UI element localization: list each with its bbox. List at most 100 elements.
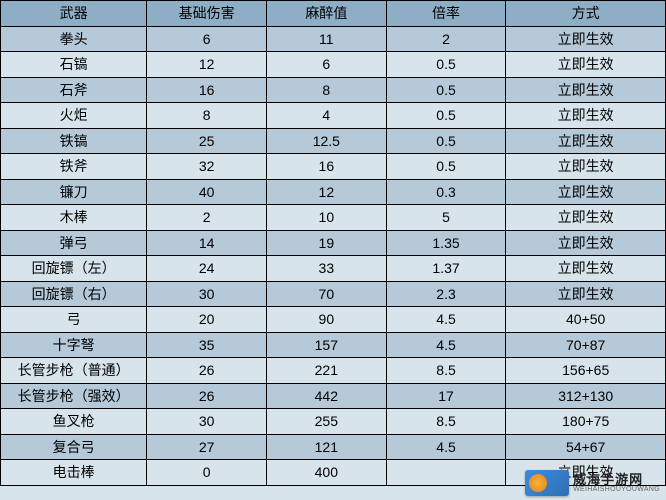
col-header-weapon: 武器 — [1, 1, 147, 27]
table-cell: 2.3 — [386, 281, 506, 307]
table-row: 镰刀40120.3立即生效 — [1, 179, 666, 205]
table-cell: 19 — [266, 230, 386, 256]
table-cell: 立即生效 — [506, 77, 666, 103]
header-row: 武器 基础伤害 麻醉值 倍率 方式 — [1, 1, 666, 27]
table-cell: 铁镐 — [1, 128, 147, 154]
table-cell: 立即生效 — [506, 179, 666, 205]
table-cell: 25 — [147, 128, 267, 154]
table-cell: 8 — [147, 103, 267, 129]
table-cell: 70 — [266, 281, 386, 307]
table-cell: 回旋镖（右） — [1, 281, 147, 307]
table-cell: 255 — [266, 409, 386, 435]
table-cell: 90 — [266, 307, 386, 333]
table-cell: 立即生效 — [506, 256, 666, 282]
table-cell: 0.5 — [386, 77, 506, 103]
table-cell: 8.5 — [386, 358, 506, 384]
table-cell: 电击棒 — [1, 460, 147, 486]
watermark-en: WEIHAISHOUYOUWANG — [573, 486, 660, 493]
table-cell: 火炬 — [1, 103, 147, 129]
table-cell: 0.3 — [386, 179, 506, 205]
table-cell: 2 — [386, 26, 506, 52]
table-cell: 26 — [147, 383, 267, 409]
table-cell: 157 — [266, 332, 386, 358]
col-header-base-damage: 基础伤害 — [147, 1, 267, 27]
table-cell: 400 — [266, 460, 386, 486]
table-cell: 17 — [386, 383, 506, 409]
table-cell: 立即生效 — [506, 26, 666, 52]
table-row: 铁镐2512.50.5立即生效 — [1, 128, 666, 154]
table-cell: 长管步枪（强效） — [1, 383, 147, 409]
table-cell: 木棒 — [1, 205, 147, 231]
table-cell: 5 — [386, 205, 506, 231]
table-row: 铁斧32160.5立即生效 — [1, 154, 666, 180]
table-cell: 十字弩 — [1, 332, 147, 358]
table-cell: 156+65 — [506, 358, 666, 384]
table-cell: 铁斧 — [1, 154, 147, 180]
table-cell: 20 — [147, 307, 267, 333]
table-row: 长管步枪（普通）262218.5156+65 — [1, 358, 666, 384]
table-cell: 442 — [266, 383, 386, 409]
table-row: 石镐1260.5立即生效 — [1, 52, 666, 78]
table-cell: 长管步枪（普通） — [1, 358, 147, 384]
table-cell: 镰刀 — [1, 179, 147, 205]
table-cell: 54+67 — [506, 434, 666, 460]
table-cell: 30 — [147, 409, 267, 435]
table-row: 长管步枪（强效）2644217312+130 — [1, 383, 666, 409]
table-cell: 回旋镖（左） — [1, 256, 147, 282]
table-cell: 立即生效 — [506, 154, 666, 180]
table-row: 电击棒0400 立即生效 — [1, 460, 666, 486]
table-cell: 24 — [147, 256, 267, 282]
table-row: 回旋镖（右）30702.3立即生效 — [1, 281, 666, 307]
col-header-mode: 方式 — [506, 1, 666, 27]
table-cell: 6 — [266, 52, 386, 78]
table-cell: 4.5 — [386, 332, 506, 358]
table-cell: 26 — [147, 358, 267, 384]
table-row: 十字弩351574.570+87 — [1, 332, 666, 358]
table-row: 弓20904.540+50 — [1, 307, 666, 333]
table-cell: 40 — [147, 179, 267, 205]
table-cell: 312+130 — [506, 383, 666, 409]
table-cell: 拳头 — [1, 26, 147, 52]
table-cell: 12 — [266, 179, 386, 205]
table-cell: 12 — [147, 52, 267, 78]
table-row: 火炬840.5立即生效 — [1, 103, 666, 129]
table-cell: 立即生效 — [506, 52, 666, 78]
table-cell: 立即生效 — [506, 103, 666, 129]
table-cell: 1.37 — [386, 256, 506, 282]
table-cell: 立即生效 — [506, 460, 666, 486]
table-row: 复合弓271214.554+67 — [1, 434, 666, 460]
table-cell: 4.5 — [386, 434, 506, 460]
table-row: 鱼叉枪302558.5180+75 — [1, 409, 666, 435]
table-row: 木棒2105立即生效 — [1, 205, 666, 231]
table-cell: 16 — [147, 77, 267, 103]
table-cell: 6 — [147, 26, 267, 52]
table-cell: 0.5 — [386, 52, 506, 78]
table-cell: 30 — [147, 281, 267, 307]
table-cell: 40+50 — [506, 307, 666, 333]
table-cell: 14 — [147, 230, 267, 256]
table-cell: 121 — [266, 434, 386, 460]
table-cell: 石镐 — [1, 52, 147, 78]
table-cell: 复合弓 — [1, 434, 147, 460]
table-cell: 16 — [266, 154, 386, 180]
table-cell: 0.5 — [386, 128, 506, 154]
table-cell: 4 — [266, 103, 386, 129]
table-row: 弹弓14191.35立即生效 — [1, 230, 666, 256]
table-body: 拳头6112立即生效石镐1260.5立即生效石斧1680.5立即生效火炬840.… — [1, 26, 666, 485]
table-cell: 12.5 — [266, 128, 386, 154]
table-cell: 弹弓 — [1, 230, 147, 256]
table-cell: 0.5 — [386, 154, 506, 180]
table-cell: 石斧 — [1, 77, 147, 103]
table-cell: 立即生效 — [506, 230, 666, 256]
table-cell: 10 — [266, 205, 386, 231]
table-cell: 8.5 — [386, 409, 506, 435]
table-cell: 0 — [147, 460, 267, 486]
table-cell — [386, 460, 506, 486]
weapon-stats-table: 武器 基础伤害 麻醉值 倍率 方式 拳头6112立即生效石镐1260.5立即生效… — [0, 0, 666, 486]
table-cell: 180+75 — [506, 409, 666, 435]
table-cell: 1.35 — [386, 230, 506, 256]
col-header-torpor: 麻醉值 — [266, 1, 386, 27]
table-cell: 4.5 — [386, 307, 506, 333]
table-cell: 70+87 — [506, 332, 666, 358]
table-cell: 鱼叉枪 — [1, 409, 147, 435]
